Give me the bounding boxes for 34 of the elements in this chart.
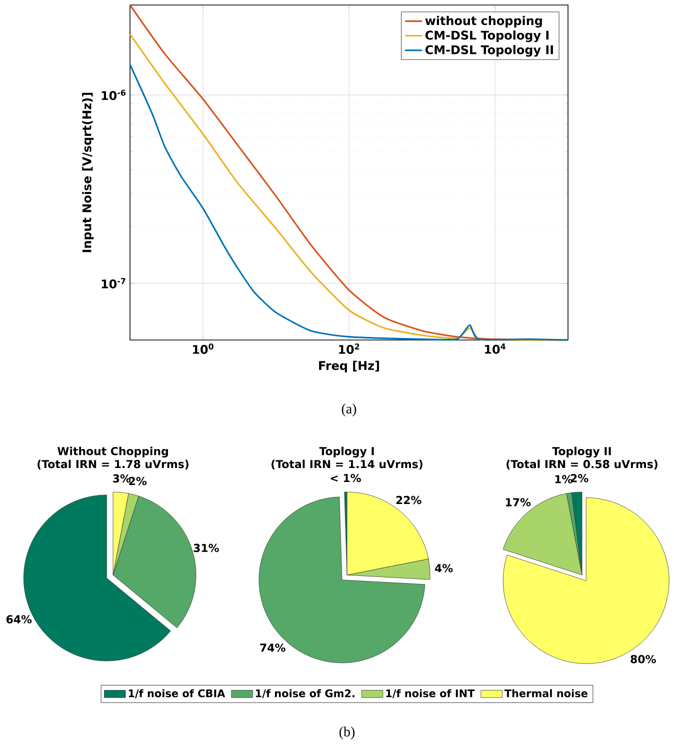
chart-subtitle: (Total IRN = 1.78 uVrms) [38,460,188,470]
legend-label: 1/f noise of Gm2. [256,689,354,698]
x-tick-label: 10$^{0}$ [193,344,214,354]
x-tick-label: 10$^{2}$ [339,344,360,354]
legend-label: CM-DSL Topology I [425,30,549,42]
y-tick-label: 10$^{-6}$ [102,90,126,100]
data-label: < 1% [330,474,361,482]
data-label: 17% [506,498,531,506]
data-label: 31% [194,544,219,552]
chart-subtitle: (Total IRN = 1.14 uVrms) [272,460,422,470]
data-label: 2% [570,474,588,482]
data-label: 1% [555,475,572,484]
legend-label: 1/f noise of INT [386,689,475,698]
y-tick-label: 10$^{-7}$ [102,278,126,288]
data-label: 74% [260,644,286,652]
chart-subtitle: (Total IRN = 0.58 uVrms) [506,460,658,470]
text: (b) [339,726,355,740]
chart-title: Without Chopping [57,446,168,458]
text: (a) [342,404,356,416]
x-tick-label: 10$^{4}$ [485,344,506,354]
legend-label: 1/f noise of CBIA [128,689,226,698]
data-label: 2% [129,476,147,486]
y-axis-title: Input Noise [V/sqrt(Hz)] [82,92,94,252]
legend-label: CM-DSL Topology II [425,45,553,57]
legend-label: Thermal noise [504,689,588,698]
x-axis-title: Freq [Hz] [319,360,379,372]
data-label: 4% [434,564,453,572]
data-label: 64% [6,615,32,624]
data-label: 22% [396,496,422,504]
data-label: 80% [630,655,656,664]
data-label: 3% [113,474,131,483]
chart-title: Toplogy I [319,446,374,458]
legend-label: without chopping [425,16,542,28]
chart-title: Toplogy II [552,446,611,458]
